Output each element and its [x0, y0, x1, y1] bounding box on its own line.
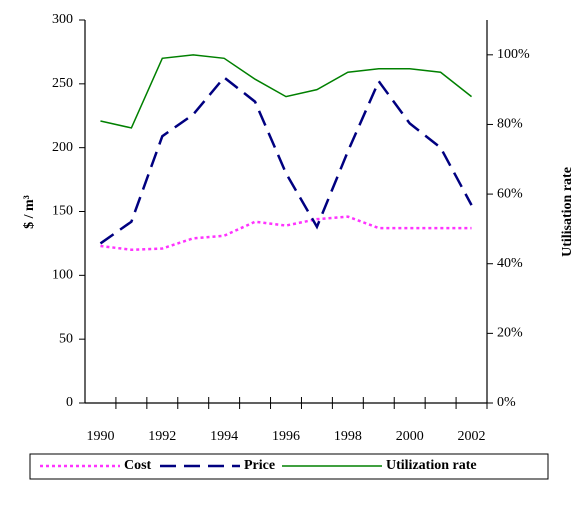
x-tick-label: 1994	[210, 429, 238, 444]
series-line	[100, 54, 473, 129]
series-line	[100, 215, 472, 252]
y2-tick-label: 60%	[497, 186, 523, 201]
legend-label: Utilization rate	[386, 458, 477, 473]
y-axis-title: $ / m³	[22, 195, 37, 229]
x-tick-label: 1990	[86, 429, 114, 444]
y2-tick-label: 100%	[497, 47, 530, 62]
y2-tick-label: 20%	[497, 326, 523, 341]
x-tick-label: 1996	[272, 429, 300, 444]
legend-label: Cost	[124, 458, 152, 473]
y2-tick-label: 80%	[497, 117, 523, 132]
y-tick-label: 250	[52, 76, 73, 91]
x-tick-label: 2000	[396, 429, 424, 444]
y-tick-label: 200	[52, 140, 73, 155]
series-line	[99, 75, 473, 245]
x-tick-label: 1998	[334, 429, 362, 444]
y2-axis-title: Utilisation rate	[560, 167, 575, 257]
y-tick-label: 300	[52, 12, 73, 27]
x-tick-label: 1992	[148, 429, 176, 444]
y2-tick-label: 0%	[497, 395, 516, 410]
y-tick-label: 150	[52, 204, 73, 219]
legend-box	[29, 453, 549, 480]
y-tick-label: 0	[66, 395, 73, 410]
x-tick-label: 2002	[458, 429, 486, 444]
y-tick-label: 50	[59, 331, 73, 346]
y-tick-label: 100	[52, 268, 73, 283]
y2-tick-label: 40%	[497, 256, 523, 271]
legend-label: Price	[244, 458, 275, 473]
